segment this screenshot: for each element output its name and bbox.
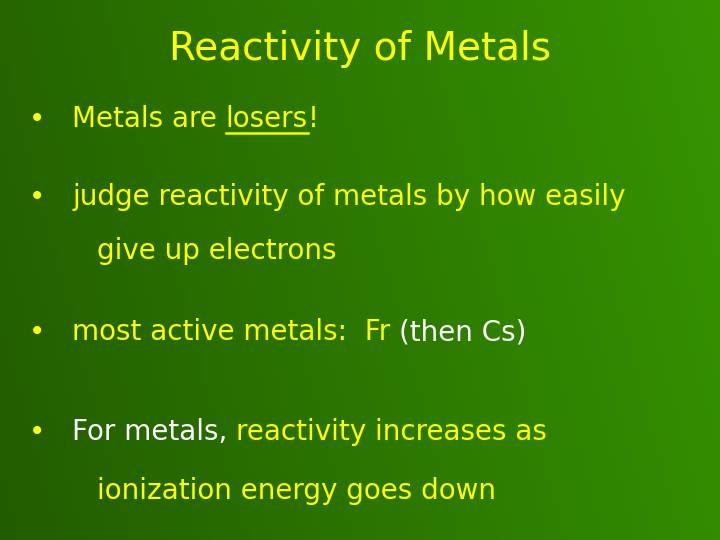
- Text: most active metals:  Fr: most active metals: Fr: [72, 318, 399, 346]
- Text: !: !: [308, 105, 319, 133]
- Text: Reactivity of Metals: Reactivity of Metals: [169, 30, 551, 68]
- Text: •: •: [29, 105, 45, 133]
- Text: •: •: [29, 183, 45, 211]
- Text: For metals,: For metals,: [72, 418, 236, 446]
- Text: ionization energy goes down: ionization energy goes down: [97, 477, 496, 505]
- Text: judge reactivity of metals by how easily: judge reactivity of metals by how easily: [72, 183, 626, 211]
- Text: give up electrons: give up electrons: [97, 237, 337, 265]
- Text: •: •: [29, 318, 45, 346]
- Text: reactivity increases as: reactivity increases as: [236, 418, 547, 446]
- Text: •: •: [29, 418, 45, 446]
- Text: Metals are: Metals are: [72, 105, 226, 133]
- Text: (then Cs): (then Cs): [399, 318, 526, 346]
- Text: losers: losers: [226, 105, 308, 133]
